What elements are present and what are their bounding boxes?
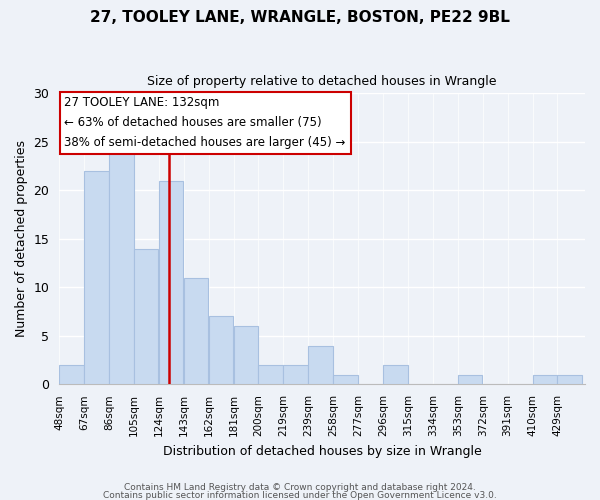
Bar — [159, 180, 184, 384]
Text: Contains HM Land Registry data © Crown copyright and database right 2024.: Contains HM Land Registry data © Crown c… — [124, 484, 476, 492]
Bar — [533, 374, 557, 384]
Y-axis label: Number of detached properties: Number of detached properties — [15, 140, 28, 338]
Bar — [458, 374, 482, 384]
X-axis label: Distribution of detached houses by size in Wrangle: Distribution of detached houses by size … — [163, 444, 481, 458]
Text: 27, TOOLEY LANE, WRANGLE, BOSTON, PE22 9BL: 27, TOOLEY LANE, WRANGLE, BOSTON, PE22 9… — [90, 10, 510, 25]
Text: Contains public sector information licensed under the Open Government Licence v3: Contains public sector information licen… — [103, 490, 497, 500]
Bar — [557, 374, 582, 384]
Bar — [233, 326, 258, 384]
Bar — [259, 365, 283, 384]
Bar — [84, 171, 109, 384]
Bar — [134, 248, 158, 384]
Bar — [308, 346, 333, 385]
Bar — [383, 365, 407, 384]
Bar — [109, 142, 134, 384]
Bar — [209, 316, 233, 384]
Bar — [283, 365, 308, 384]
Bar — [59, 365, 83, 384]
Bar — [333, 374, 358, 384]
Bar — [184, 278, 208, 384]
Title: Size of property relative to detached houses in Wrangle: Size of property relative to detached ho… — [148, 75, 497, 88]
Text: 27 TOOLEY LANE: 132sqm
← 63% of detached houses are smaller (75)
38% of semi-det: 27 TOOLEY LANE: 132sqm ← 63% of detached… — [64, 96, 346, 149]
